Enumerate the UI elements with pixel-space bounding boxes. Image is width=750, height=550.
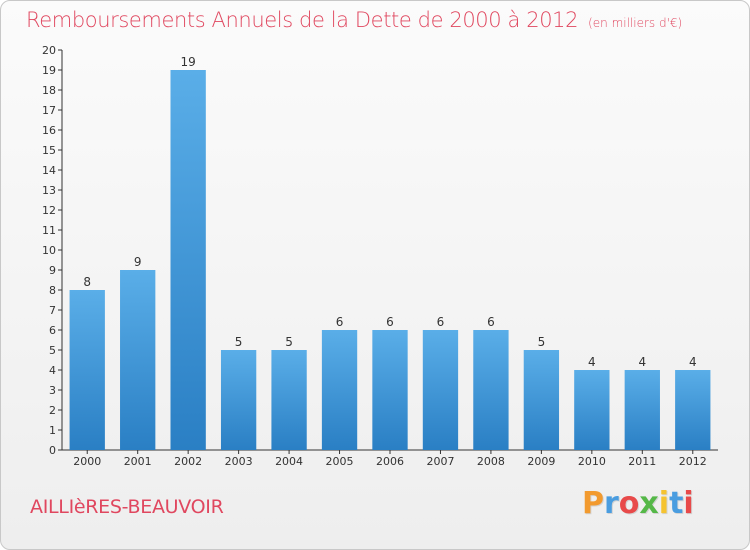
- x-tick-label: 2002: [174, 455, 202, 468]
- x-tick-label: 2001: [124, 455, 152, 468]
- y-tick-label: 20: [42, 44, 56, 57]
- bar-value-label: 5: [538, 335, 546, 349]
- bar-value-label: 5: [285, 335, 293, 349]
- y-tick-label: 18: [42, 84, 56, 97]
- bar: [271, 350, 307, 450]
- x-tick-label: 2000: [73, 455, 101, 468]
- x-tick-label: 2008: [477, 455, 505, 468]
- bar-value-label: 6: [336, 315, 344, 329]
- bar-value-label: 4: [588, 355, 596, 369]
- y-tick-label: 0: [49, 444, 56, 457]
- y-tick-label: 12: [42, 204, 56, 217]
- y-tick-label: 2: [49, 404, 56, 417]
- y-tick-label: 8: [49, 284, 56, 297]
- commune-name: AILLIèRES-BEAUVOIR: [30, 496, 224, 518]
- bar: [120, 270, 156, 450]
- bar-value-label: 4: [638, 355, 646, 369]
- x-tick-label: 2004: [275, 455, 303, 468]
- logo-letter: i: [683, 486, 694, 521]
- x-tick-label: 2010: [578, 455, 606, 468]
- y-tick-label: 15: [42, 144, 56, 157]
- bar-value-label: 8: [83, 275, 91, 289]
- y-tick-label: 9: [49, 264, 56, 277]
- bar: [69, 290, 105, 450]
- chart-title: Remboursements Annuels de la Dette de 20…: [26, 8, 682, 32]
- x-tick-label: 2009: [527, 455, 555, 468]
- x-tick-label: 2005: [326, 455, 354, 468]
- y-tick-label: 4: [49, 364, 56, 377]
- bar: [523, 350, 560, 450]
- x-tick-label: 2006: [376, 455, 404, 468]
- y-tick-label: 14: [42, 164, 56, 177]
- y-tick-label: 13: [42, 184, 56, 197]
- y-tick-label: 10: [42, 244, 56, 257]
- bar: [321, 330, 358, 450]
- bar-value-label: 6: [386, 315, 394, 329]
- bar: [372, 330, 408, 450]
- bar: [220, 350, 257, 450]
- logo-letter: P: [582, 486, 604, 521]
- x-tick-label: 2012: [679, 455, 707, 468]
- bar: [473, 330, 509, 450]
- y-tick-label: 3: [49, 384, 56, 397]
- bar-value-label: 6: [437, 315, 445, 329]
- y-tick-label: 19: [42, 64, 56, 77]
- bar: [422, 330, 459, 450]
- bar-value-label: 5: [235, 335, 243, 349]
- logo-letter: o: [618, 486, 640, 521]
- x-tick-label: 2007: [426, 455, 454, 468]
- bar: [170, 70, 206, 450]
- logo-letter: x: [639, 486, 659, 521]
- y-tick-label: 7: [49, 304, 56, 317]
- proxiti-logo: Proxiti: [582, 486, 694, 521]
- x-tick-label: 2011: [628, 455, 656, 468]
- bar-value-label: 19: [181, 55, 196, 69]
- bar: [574, 370, 610, 450]
- bar: [675, 370, 711, 450]
- x-tick-label: 2003: [225, 455, 253, 468]
- y-tick-label: 16: [42, 124, 56, 137]
- logo-letter: t: [669, 486, 684, 521]
- logo-letter: r: [604, 486, 619, 521]
- y-tick-label: 17: [42, 104, 56, 117]
- title-text: Remboursements Annuels de la Dette de 20…: [26, 8, 579, 32]
- bar-value-label: 6: [487, 315, 495, 329]
- bar-value-label: 4: [689, 355, 697, 369]
- bar: [624, 370, 660, 450]
- y-tick-label: 5: [49, 344, 56, 357]
- y-tick-label: 11: [42, 224, 56, 237]
- title-unit: (en milliers d'€): [588, 16, 683, 30]
- y-tick-label: 6: [49, 324, 56, 337]
- logo-letter: i: [658, 486, 670, 521]
- y-tick-label: 1: [49, 424, 56, 437]
- bar-value-label: 9: [134, 255, 142, 269]
